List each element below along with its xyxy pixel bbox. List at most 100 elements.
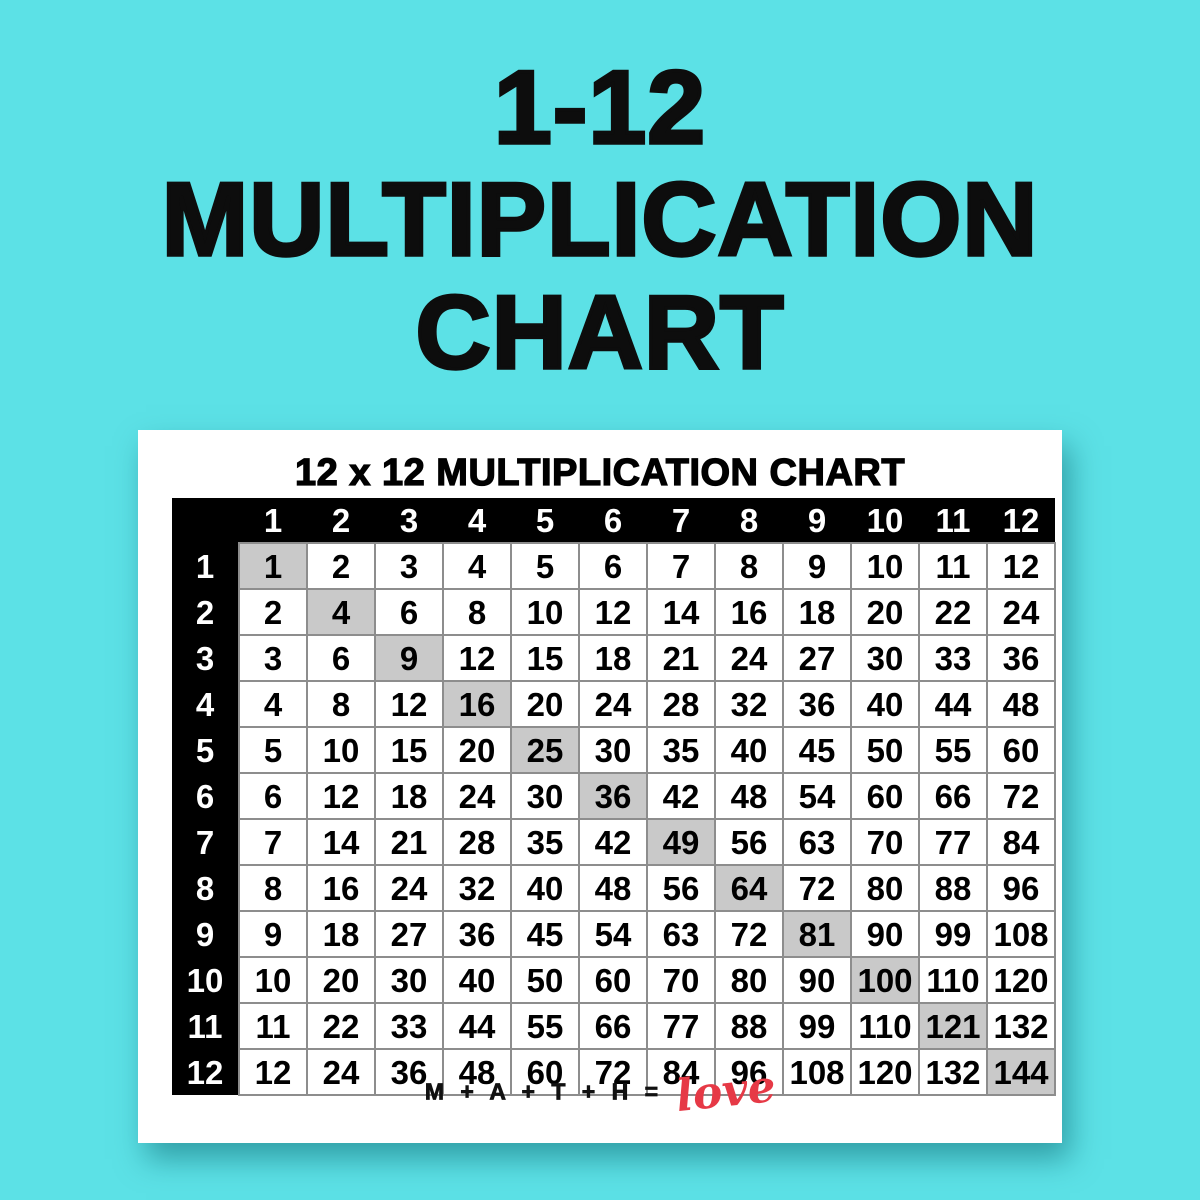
product-cell: 14 bbox=[306, 818, 376, 866]
product-cell: 28 bbox=[442, 818, 512, 866]
col-header: 12 bbox=[987, 498, 1055, 543]
product-cell: 60 bbox=[578, 956, 648, 1004]
product-cell: 9 bbox=[374, 634, 444, 682]
product-cell: 16 bbox=[306, 864, 376, 912]
product-cell: 80 bbox=[714, 956, 784, 1004]
product-cell: 3 bbox=[238, 634, 308, 682]
product-cell: 80 bbox=[850, 864, 920, 912]
product-cell: 5 bbox=[238, 726, 308, 774]
product-cell: 9 bbox=[238, 910, 308, 958]
product-cell: 22 bbox=[918, 588, 988, 636]
product-cell: 96 bbox=[986, 864, 1056, 912]
col-header: 7 bbox=[647, 498, 715, 543]
product-cell: 32 bbox=[442, 864, 512, 912]
page-title-line-1: 1-12 bbox=[492, 50, 707, 166]
product-cell: 88 bbox=[714, 1002, 784, 1050]
product-cell: 28 bbox=[646, 680, 716, 728]
product-cell: 64 bbox=[714, 864, 784, 912]
row-header: 12 bbox=[172, 1049, 239, 1095]
product-cell: 45 bbox=[510, 910, 580, 958]
product-cell: 30 bbox=[374, 956, 444, 1004]
product-cell: 32 bbox=[714, 680, 784, 728]
product-cell: 12 bbox=[374, 680, 444, 728]
col-header: 5 bbox=[511, 498, 579, 543]
page-title-line-2: MULTIPLICATION bbox=[160, 162, 1039, 279]
product-cell: 72 bbox=[714, 910, 784, 958]
product-cell: 7 bbox=[238, 818, 308, 866]
product-cell: 66 bbox=[918, 772, 988, 820]
multiplication-table: 1 2 3 4 5 6 7 8 9 10 11 12 1 1 2 3 4 5 6 7 8 9 10 11 12 2 2 4 6 8 10 1… bbox=[172, 498, 1056, 1096]
product-cell: 45 bbox=[782, 726, 852, 774]
product-cell: 100 bbox=[850, 956, 920, 1004]
product-cell: 36 bbox=[374, 1048, 444, 1096]
product-cell: 88 bbox=[918, 864, 988, 912]
product-cell: 56 bbox=[646, 864, 716, 912]
table-row: 1 1 2 3 4 5 6 7 8 9 10 11 12 bbox=[172, 542, 1056, 590]
product-cell: 18 bbox=[306, 910, 376, 958]
product-cell: 56 bbox=[714, 818, 784, 866]
product-cell: 120 bbox=[850, 1048, 920, 1096]
product-cell: 20 bbox=[850, 588, 920, 636]
product-cell: 54 bbox=[782, 772, 852, 820]
product-cell: 132 bbox=[986, 1002, 1056, 1050]
product-cell: 77 bbox=[646, 1002, 716, 1050]
product-cell: 12 bbox=[238, 1048, 308, 1096]
product-cell: 72 bbox=[578, 1048, 648, 1096]
product-cell: 55 bbox=[918, 726, 988, 774]
product-cell: 12 bbox=[442, 634, 512, 682]
product-cell: 8 bbox=[442, 588, 512, 636]
product-cell: 36 bbox=[986, 634, 1056, 682]
product-cell: 70 bbox=[850, 818, 920, 866]
product-cell: 8 bbox=[238, 864, 308, 912]
product-cell: 4 bbox=[442, 542, 512, 590]
table-row: 5 5 10 15 20 25 30 35 40 45 50 55 60 bbox=[172, 726, 1056, 774]
page-title-line-3: CHART bbox=[414, 274, 785, 391]
product-cell: 24 bbox=[986, 588, 1056, 636]
product-cell: 72 bbox=[986, 772, 1056, 820]
product-cell: 60 bbox=[510, 1048, 580, 1096]
product-cell: 48 bbox=[442, 1048, 512, 1096]
product-cell: 48 bbox=[578, 864, 648, 912]
product-cell: 22 bbox=[306, 1002, 376, 1050]
product-cell: 40 bbox=[850, 680, 920, 728]
product-cell: 9 bbox=[782, 542, 852, 590]
math-text: M + A + T + H = bbox=[424, 1078, 664, 1105]
product-cell: 8 bbox=[714, 542, 784, 590]
product-cell: 108 bbox=[782, 1048, 852, 1096]
product-cell: 4 bbox=[306, 588, 376, 636]
product-cell: 84 bbox=[646, 1048, 716, 1096]
product-cell: 44 bbox=[918, 680, 988, 728]
product-cell: 11 bbox=[918, 542, 988, 590]
row-header: 6 bbox=[172, 773, 239, 819]
product-cell: 90 bbox=[782, 956, 852, 1004]
table-row: 6 6 12 18 24 30 36 42 48 54 60 66 72 bbox=[172, 772, 1056, 820]
row-header: 1 bbox=[172, 543, 239, 589]
chart-card: 12 x 12 MULTIPLICATION CHART 1 2 3 4 5 6 7 8 9 10… bbox=[138, 430, 1062, 1143]
product-cell: 6 bbox=[374, 588, 444, 636]
product-cell: 16 bbox=[714, 588, 784, 636]
table-row: 7 7 14 21 28 35 42 49 56 63 70 77 84 bbox=[172, 818, 1056, 866]
col-header: 2 bbox=[307, 498, 375, 543]
table-row: 9 9 18 27 36 45 54 63 72 81 90 99 108 bbox=[172, 910, 1056, 958]
product-cell: 12 bbox=[306, 772, 376, 820]
love-script: love bbox=[673, 1060, 778, 1123]
page-title: 1-12 MULTIPLICATION CHART bbox=[0, 50, 1200, 391]
table-row: 4 4 8 12 16 20 24 28 32 36 40 44 48 bbox=[172, 680, 1056, 728]
row-header: 5 bbox=[172, 727, 239, 773]
product-cell: 10 bbox=[238, 956, 308, 1004]
product-cell: 15 bbox=[374, 726, 444, 774]
row-header: 9 bbox=[172, 911, 239, 957]
product-cell: 70 bbox=[646, 956, 716, 1004]
product-cell: 24 bbox=[374, 864, 444, 912]
product-cell: 20 bbox=[306, 956, 376, 1004]
product-cell: 10 bbox=[850, 542, 920, 590]
product-cell: 77 bbox=[918, 818, 988, 866]
product-cell: 12 bbox=[986, 542, 1056, 590]
product-cell: 40 bbox=[442, 956, 512, 1004]
product-cell: 50 bbox=[510, 956, 580, 1004]
row-header: 10 bbox=[172, 957, 239, 1003]
product-cell: 24 bbox=[714, 634, 784, 682]
row-header: 8 bbox=[172, 865, 239, 911]
product-cell: 5 bbox=[510, 542, 580, 590]
product-cell: 63 bbox=[646, 910, 716, 958]
